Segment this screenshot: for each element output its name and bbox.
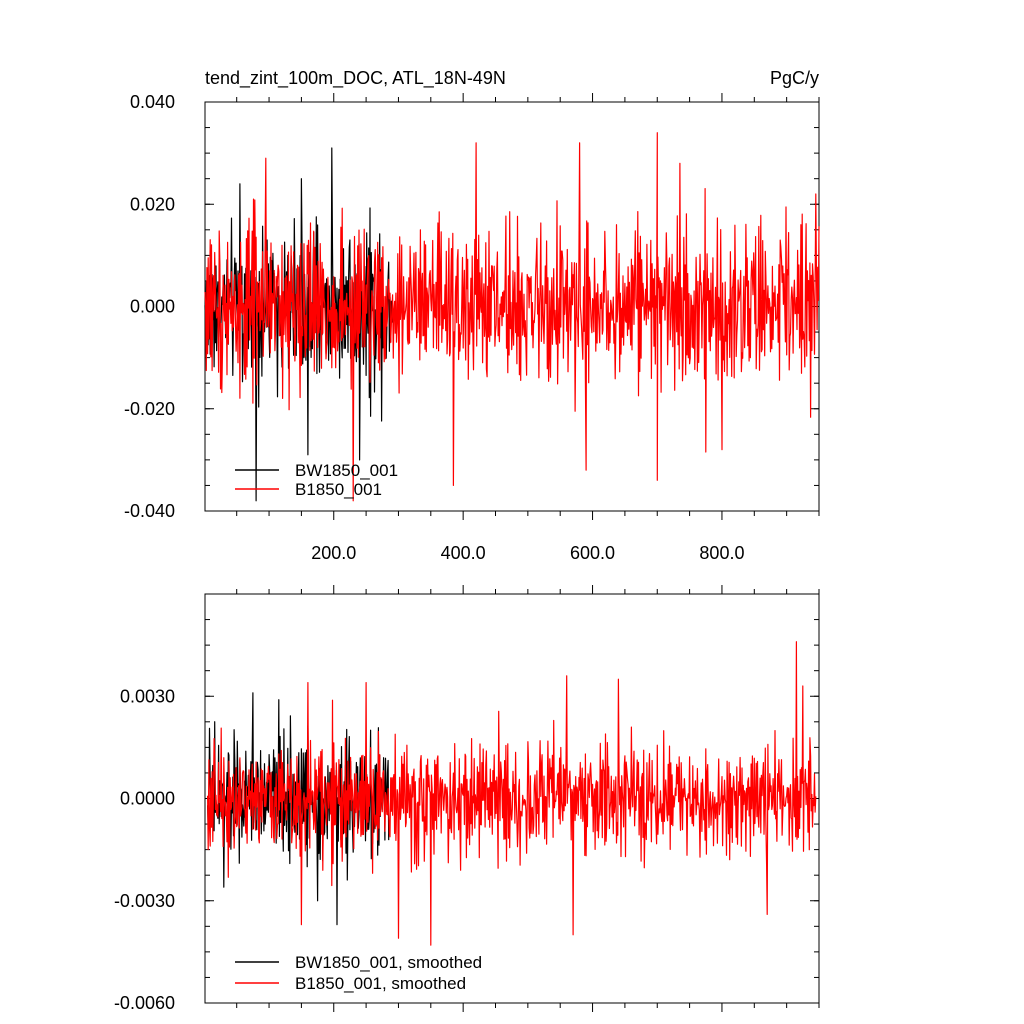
bottom-axes: 0.0030 0.0000 -0.0030 -0.0060 [114,585,820,1013]
y-tick-label: -0.020 [124,399,175,419]
y-tick-label: 0.0000 [120,789,175,809]
x-tick-label: 400.0 [441,543,486,563]
bottom-legend: BW1850_001, smoothed B1850_001, smoothed [235,953,482,993]
bottom-series-layer [207,641,817,946]
series-line-bw1850-001-smoothed [207,692,390,926]
bottom-panel: 0.0030 0.0000 -0.0030 -0.0060 BW1850_001, s… [114,585,820,1013]
legend-label: B1850_001, smoothed [295,974,466,993]
y-tick-label: 0.040 [130,92,175,112]
top-units-label: PgC/y [770,68,819,88]
top-series-layer [204,132,820,502]
legend-label: BW1850_001 [295,461,398,480]
y-tick-label: 0.0030 [120,686,175,706]
series-line-b1850-001 [204,132,820,502]
y-tick-label: -0.0030 [114,891,175,911]
y-tick-label: 0.000 [130,297,175,317]
legend-label: B1850_001 [295,480,382,499]
y-tick-label: 0.020 [130,194,175,214]
series-line-b1850-001-smoothed [207,641,817,946]
y-tick-label: -0.040 [124,501,175,521]
top-axes: 0.040 0.020 0.000 -0.020 -0.040 200.0 400.0 600… [124,92,820,563]
x-tick-label: 200.0 [311,543,356,563]
top-panel: tend_zint_100m_DOC, ATL_18N-49N PgC/y 0.… [124,68,820,563]
top-chart-title: tend_zint_100m_DOC, ATL_18N-49N [205,68,506,89]
x-tick-label: 600.0 [570,543,615,563]
y-tick-label: -0.0060 [114,993,175,1013]
x-tick-label: 800.0 [699,543,744,563]
legend-label: BW1850_001, smoothed [295,953,482,972]
